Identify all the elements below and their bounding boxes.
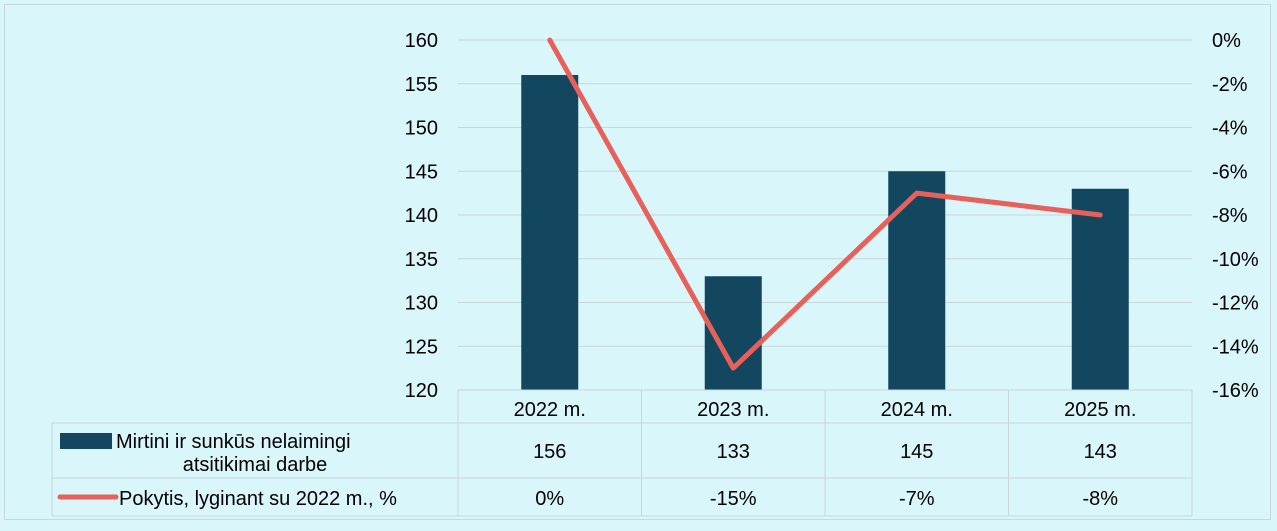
chart-frame	[4, 4, 1271, 520]
